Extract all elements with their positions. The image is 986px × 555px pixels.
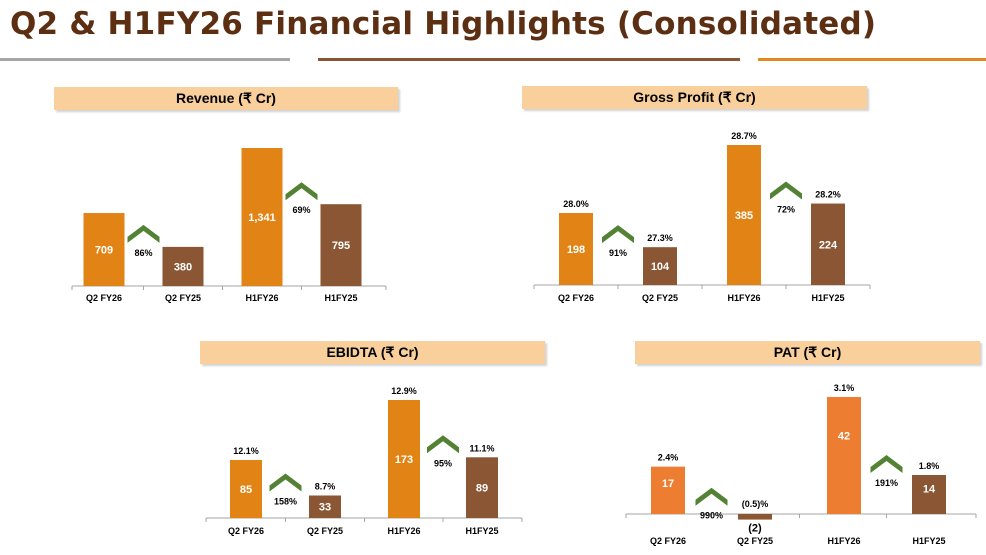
bar-ebidta-4 bbox=[466, 457, 498, 518]
bar-revenue-1 bbox=[83, 213, 125, 286]
growth-arrow-icon bbox=[427, 435, 459, 454]
category-label: Q2 FY25 bbox=[642, 293, 678, 303]
value-label: 173 bbox=[395, 454, 413, 466]
margin-label: 12.1% bbox=[233, 446, 259, 456]
category-label: H1FY25 bbox=[811, 293, 844, 303]
growth-label: 990% bbox=[700, 511, 723, 521]
value-label: 1,341 bbox=[248, 212, 276, 224]
category-label: Q2 FY25 bbox=[307, 526, 343, 536]
value-label: 380 bbox=[174, 261, 192, 273]
category-label: Q2 FY26 bbox=[86, 293, 122, 303]
growth-arrow-icon bbox=[602, 225, 634, 244]
value-label: 104 bbox=[651, 261, 670, 273]
growth-label: 158% bbox=[274, 496, 297, 506]
value-label: 709 bbox=[95, 245, 113, 257]
ebidta-chart-title: EBIDTA (₹ Cr) bbox=[200, 341, 545, 364]
pat-chart-title: PAT (₹ Cr) bbox=[635, 341, 980, 364]
margin-label: 1.8% bbox=[919, 461, 940, 471]
category-label: Q2 FY26 bbox=[650, 536, 686, 546]
value-label: 198 bbox=[567, 244, 585, 256]
bar-pat-1 bbox=[651, 466, 685, 514]
growth-label: 86% bbox=[134, 248, 152, 258]
bar-gross-profit-3 bbox=[727, 145, 761, 285]
bar-ebidta-2 bbox=[309, 495, 341, 518]
value-label: 89 bbox=[476, 483, 488, 495]
value-label: 42 bbox=[838, 430, 850, 442]
value-label: 85 bbox=[240, 484, 252, 496]
growth-arrow-icon bbox=[127, 224, 160, 243]
value-label: 33 bbox=[319, 502, 331, 514]
bar-revenue-2 bbox=[162, 246, 204, 286]
category-label: H1FY26 bbox=[387, 526, 420, 536]
value-label: 14 bbox=[923, 483, 936, 495]
category-label: H1FY26 bbox=[245, 293, 278, 303]
revenue-chart-title: Revenue (₹ Cr) bbox=[54, 87, 398, 110]
growth-arrow-icon bbox=[269, 473, 302, 492]
margin-label: 3.1% bbox=[834, 383, 855, 393]
growth-label: 95% bbox=[434, 458, 452, 468]
growth-arrow-icon bbox=[285, 182, 318, 201]
bar-ebidta-1 bbox=[230, 460, 262, 518]
category-label: H1FY26 bbox=[727, 293, 760, 303]
value-label: (2) bbox=[748, 523, 762, 535]
growth-arrow-icon bbox=[870, 455, 903, 474]
value-label: 385 bbox=[735, 210, 753, 222]
gross-profit-chart-title: Gross Profit (₹ Cr) bbox=[522, 86, 867, 109]
growth-arrow-icon bbox=[695, 487, 728, 506]
value-label: 17 bbox=[662, 478, 674, 490]
category-label: Q2 FY26 bbox=[228, 526, 264, 536]
margin-label: 28.7% bbox=[731, 131, 757, 141]
category-label: Q2 FY25 bbox=[737, 536, 773, 546]
margin-label: 27.3% bbox=[647, 233, 673, 243]
category-label: H1FY25 bbox=[324, 293, 357, 303]
bar-revenue-3 bbox=[241, 148, 283, 286]
category-label: Q2 FY25 bbox=[165, 293, 201, 303]
growth-arrow-icon bbox=[770, 181, 802, 200]
bar-pat-4 bbox=[912, 475, 946, 514]
margin-label: 2.4% bbox=[658, 453, 679, 463]
category-label: H1FY25 bbox=[912, 536, 945, 546]
growth-label: 91% bbox=[609, 248, 627, 258]
category-label: Q2 FY26 bbox=[558, 293, 594, 303]
category-label: H1FY26 bbox=[827, 536, 860, 546]
title-rule-gray bbox=[0, 58, 290, 61]
bar-gross-profit-2 bbox=[643, 247, 677, 285]
category-label: H1FY25 bbox=[465, 526, 498, 536]
title-rule-brown bbox=[318, 58, 740, 61]
bar-ebidta-3 bbox=[388, 400, 420, 518]
bar-pat-2 bbox=[738, 514, 772, 520]
bar-pat-3 bbox=[827, 397, 861, 514]
bar-gross-profit-4 bbox=[811, 203, 845, 285]
title-rule-orange bbox=[758, 58, 986, 61]
margin-label: 8.7% bbox=[315, 481, 336, 491]
growth-label: 69% bbox=[292, 205, 310, 215]
growth-label: 191% bbox=[875, 478, 898, 488]
value-label: 795 bbox=[332, 240, 350, 252]
bar-revenue-4 bbox=[320, 204, 362, 286]
margin-label: 28.0% bbox=[563, 199, 589, 209]
margin-label: 12.9% bbox=[391, 386, 417, 396]
value-label: 224 bbox=[819, 239, 838, 251]
margin-label: 28.2% bbox=[815, 190, 841, 200]
bar-gross-profit-1 bbox=[559, 213, 593, 285]
margin-label: (0.5)% bbox=[742, 499, 769, 509]
page-title: Q2 & H1FY26 Financial Highlights (Consol… bbox=[10, 6, 877, 42]
growth-label: 72% bbox=[777, 205, 795, 215]
margin-label: 11.1% bbox=[469, 443, 494, 453]
